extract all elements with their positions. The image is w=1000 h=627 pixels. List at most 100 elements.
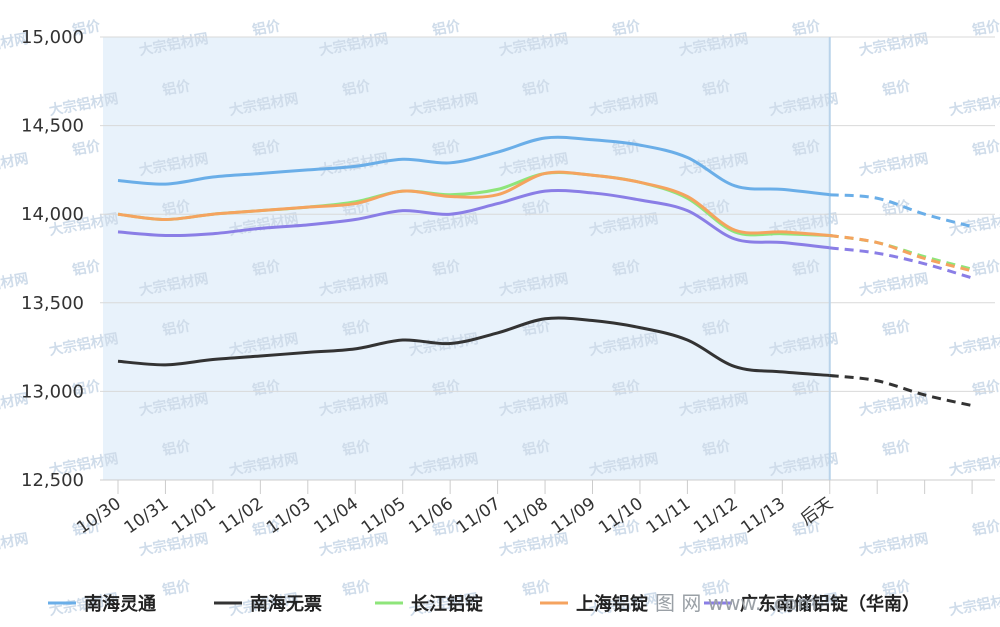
- watermark-price-text: 铝价: [881, 317, 913, 339]
- watermark-price-text: 铝价: [431, 17, 463, 39]
- y-axis: 12,500 13,000 13,500 14,000 14,500 15,000: [21, 27, 84, 491]
- watermark-price-text: 铝价: [251, 517, 283, 539]
- series-lines: [117, 135, 973, 408]
- watermark-price-text: 铝价: [971, 137, 1000, 159]
- legend-item[interactable]: 南海灵通: [48, 593, 156, 615]
- watermark-price-text: 铝价: [791, 517, 823, 539]
- series-line-forecast: [829, 233, 973, 273]
- watermark-price-text: 铝价: [611, 17, 643, 39]
- legend-label: 上海铝锭: [576, 593, 648, 615]
- watermark-logo-text: 大宗铝材网: [858, 30, 930, 59]
- watermark-logo-text: 大宗铝材网: [948, 590, 1000, 619]
- watermark-price-text: 铝价: [701, 577, 733, 599]
- watermark-price-text: 铝价: [431, 517, 463, 539]
- watermark-price-text: 铝价: [791, 377, 823, 399]
- watermark-price-text: 铝价: [71, 517, 103, 539]
- x-tick-label: 11/11: [643, 494, 695, 538]
- watermark-price-text: 铝价: [971, 257, 1000, 279]
- site-watermark-text: 图 网 www. .com: [655, 591, 817, 615]
- legend-item[interactable]: 长江铝锭: [375, 593, 483, 615]
- watermark-price-text: 铝价: [251, 257, 283, 279]
- series-line-actual: [117, 135, 830, 197]
- x-tick-label: 11/12: [690, 494, 742, 538]
- watermark-price-text: 铝价: [161, 577, 193, 599]
- watermark-price-text: 铝价: [431, 137, 463, 159]
- watermark-mark: 大宗铝材网 铝价: [858, 517, 1000, 559]
- watermark-price-text: 铝价: [431, 377, 463, 399]
- watermark-price-text: 铝价: [161, 197, 193, 219]
- legend-label: 南海无票: [250, 593, 322, 615]
- forecast-shade: [103, 37, 830, 480]
- watermark-price-text: 铝价: [971, 517, 1000, 539]
- y-tick-label: 14,500: [21, 116, 84, 137]
- watermark-price-text: 铝价: [701, 437, 733, 459]
- watermark-price-text: 铝价: [251, 137, 283, 159]
- x-tick-label: 11/13: [738, 494, 790, 538]
- watermark-mark: 大宗铝材网 铝价: [858, 17, 1000, 59]
- watermark-logo-text: 大宗铝材网: [318, 530, 390, 559]
- watermark-mark: 大宗铝材网 铝价: [858, 137, 1000, 179]
- watermark-price-text: 铝价: [791, 137, 823, 159]
- watermark-price-text: 铝价: [251, 377, 283, 399]
- watermark-logo-text: 大宗铝材网: [858, 270, 930, 299]
- x-tick-label: 10/31: [121, 494, 173, 538]
- legend-item[interactable]: 南海无票: [214, 593, 322, 615]
- watermark-logo-text: 大宗铝材网: [948, 450, 1000, 479]
- watermark-price-text: 铝价: [881, 437, 913, 459]
- x-tick-label: 11/03: [263, 494, 315, 538]
- watermark-price-text: 铝价: [71, 377, 103, 399]
- legend-item[interactable]: 广东南储铝锭（华南）: [704, 593, 920, 615]
- watermark-price-text: 铝价: [971, 17, 1000, 39]
- watermark-price-text: 铝价: [341, 437, 373, 459]
- legend-label: 长江铝锭: [411, 593, 483, 615]
- watermark-price-text: 铝价: [881, 577, 913, 599]
- watermark-price-text: 铝价: [611, 257, 643, 279]
- watermark-logo-text: 大宗铝材网: [138, 530, 210, 559]
- series-line-forecast: [829, 373, 973, 408]
- series-line-actual: [117, 316, 830, 377]
- watermark-price-text: 铝价: [161, 317, 193, 339]
- watermark-price-text: 铝价: [521, 197, 553, 219]
- watermark-logo-text: 大宗铝材网: [858, 150, 930, 179]
- y-tick-label: 15,000: [21, 27, 84, 48]
- watermark-price-text: 铝价: [71, 137, 103, 159]
- watermark-mark: 大宗铝材网 铝价: [858, 257, 1000, 299]
- y-tick-label: 12,500: [21, 470, 84, 491]
- watermark-price-text: 铝价: [161, 77, 193, 99]
- watermark-logo-text: 大宗铝材网: [678, 530, 750, 559]
- watermark-price-text: 铝价: [791, 257, 823, 279]
- watermark-price-text: 铝价: [71, 17, 103, 39]
- x-axis: 10/3010/3111/0111/0211/0311/0411/0511/06…: [73, 479, 995, 538]
- watermark-logo-text: 大宗铝材网: [858, 530, 930, 559]
- series-line-actual: [117, 188, 830, 250]
- watermark-price-text: 铝价: [611, 377, 643, 399]
- x-tick-label: 11/07: [453, 494, 505, 538]
- legend-label: 南海灵通: [84, 593, 156, 615]
- legend-item[interactable]: 上海铝锭: [540, 593, 648, 615]
- y-tick-label: 13,500: [21, 293, 84, 314]
- x-tick-label: 11/09: [548, 494, 600, 538]
- watermark-mark: 大宗铝材网 铝价: [138, 517, 283, 559]
- watermark-price-text: 铝价: [971, 377, 1000, 399]
- series-line-forecast: [829, 193, 973, 229]
- y-tick-label: 13,000: [21, 381, 84, 402]
- watermark-logo-text: 大宗铝材网: [948, 90, 1000, 119]
- watermark-price-text: 铝价: [71, 257, 103, 279]
- watermark-price-text: 铝价: [341, 317, 373, 339]
- legend[interactable]: 南海灵通 南海无票 长江铝锭 上海铝锭 广东南储铝锭（华南）: [48, 593, 920, 615]
- watermark-price-text: 铝价: [701, 77, 733, 99]
- watermark-logo-text: 大宗铝材网: [0, 530, 30, 559]
- series-line-actual: [117, 170, 830, 237]
- watermark-price-text: 铝价: [161, 437, 193, 459]
- watermark-price-text: 铝价: [341, 77, 373, 99]
- watermark-price-text: 铝价: [521, 577, 553, 599]
- watermark-logo-text: 大宗铝材网: [948, 330, 1000, 359]
